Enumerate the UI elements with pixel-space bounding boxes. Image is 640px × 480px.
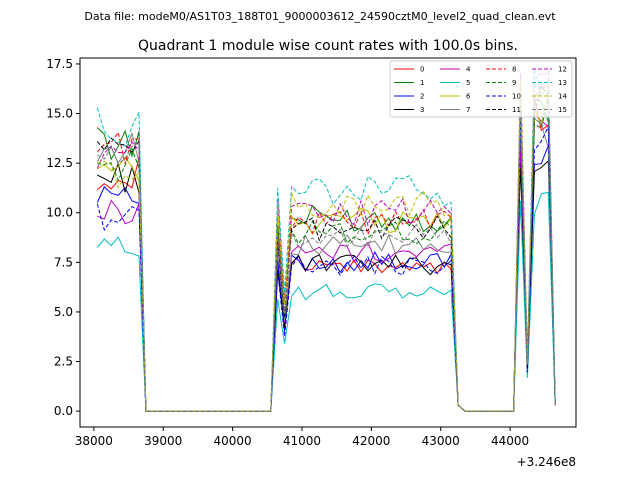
y-tick-label: 5.0 — [54, 305, 73, 319]
x-tick-label: 40000 — [214, 434, 252, 448]
legend-label-15: 15 — [558, 106, 567, 114]
legend-label-12: 12 — [558, 66, 567, 74]
x-offset-label: +3.246e8 — [517, 455, 576, 469]
legend-label-4: 4 — [466, 66, 471, 74]
series-lines — [96, 68, 556, 412]
series-line-14 — [97, 79, 556, 412]
series-line-9 — [97, 98, 556, 412]
legend-label-3: 3 — [420, 106, 424, 114]
legend-label-8: 8 — [512, 66, 516, 74]
legend-label-2: 2 — [420, 93, 424, 101]
y-tick-label: 7.5 — [54, 255, 73, 269]
legend-label-6: 6 — [466, 93, 471, 101]
chart-title: Quadrant 1 module wise count rates with … — [138, 38, 518, 54]
legend-label-9: 9 — [512, 79, 516, 87]
legend-label-7: 7 — [466, 106, 470, 114]
legend-label-10: 10 — [512, 93, 521, 101]
legend-label-14: 14 — [558, 93, 567, 101]
y-tick-label: 2.5 — [54, 355, 73, 369]
legend-label-1: 1 — [420, 79, 424, 87]
legend-box — [389, 60, 573, 118]
legend-label-13: 13 — [558, 79, 567, 87]
series-line-15 — [97, 82, 556, 412]
suptitle: Data file: modeM0/AS1T03_188T01_90000036… — [84, 10, 556, 23]
legend-label-11: 11 — [512, 106, 521, 114]
plot-area: 38000 39000 40000 41000 42000 43000 44000 0.0 2… — [46, 57, 577, 469]
x-tick-label: 39000 — [144, 434, 182, 448]
x-tick-label: 44000 — [491, 434, 529, 448]
y-tick-label: 12.5 — [46, 156, 73, 170]
x-axis: 38000 39000 40000 41000 42000 43000 44000 — [75, 427, 529, 448]
x-tick-label: 43000 — [422, 434, 460, 448]
y-tick-label: 0.0 — [54, 404, 73, 418]
legend-label-0: 0 — [420, 66, 424, 74]
x-tick-label: 42000 — [352, 434, 390, 448]
y-axis: 0.0 2.5 5.0 7.5 10.0 12.5 15.0 17.5 — [46, 57, 80, 418]
y-tick-label: 10.0 — [46, 206, 73, 220]
x-tick-label: 41000 — [283, 434, 321, 448]
y-tick-label: 17.5 — [46, 57, 73, 71]
x-tick-label: 38000 — [75, 434, 113, 448]
y-tick-label: 15.0 — [46, 107, 73, 121]
legend-label-5: 5 — [466, 79, 470, 87]
axes-frame — [79, 57, 577, 428]
